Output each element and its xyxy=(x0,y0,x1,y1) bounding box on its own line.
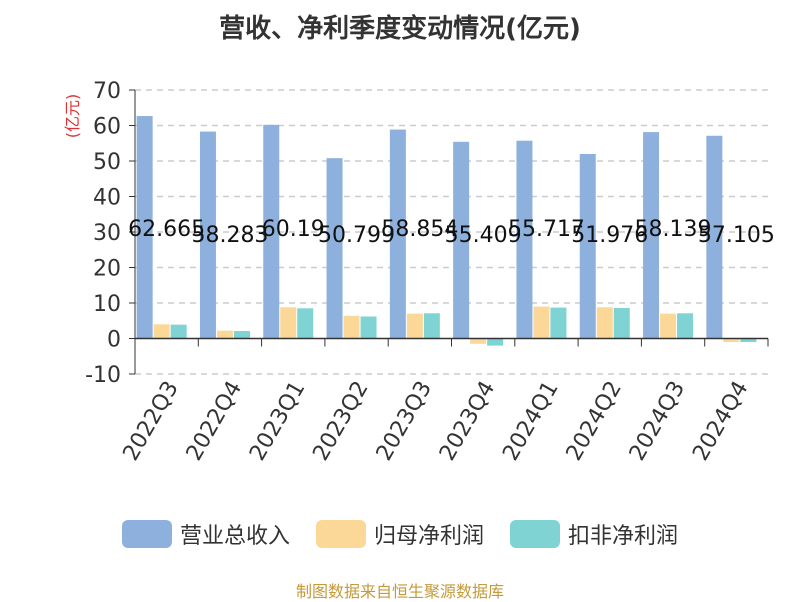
y-tick-label: 50 xyxy=(93,150,121,175)
bar-net-profit-2023Q2[interactable] xyxy=(343,315,360,339)
x-tick-label: 2023Q4 xyxy=(435,377,500,465)
data-label-revenue-2024Q1: 55.717 xyxy=(508,217,585,242)
bar-net-profit-2022Q4[interactable] xyxy=(216,330,233,339)
bar-net-profit-2024Q4[interactable] xyxy=(723,338,740,343)
y-axis-unit-label: (亿元) xyxy=(63,94,82,139)
x-tick-label: 2024Q2 xyxy=(562,377,627,465)
bar-deducted-net-profit-2024Q1[interactable] xyxy=(550,307,567,339)
legend-item-net-profit[interactable]: 归母净利润 xyxy=(315,518,484,550)
bar-deducted-net-profit-2023Q4[interactable] xyxy=(487,338,504,346)
data-label-revenue-2022Q3: 62.665 xyxy=(128,217,205,242)
x-tick-label: 2022Q4 xyxy=(182,377,247,465)
bar-revenue-2022Q4[interactable] xyxy=(199,131,216,339)
bar-revenue-2023Q4[interactable] xyxy=(453,141,470,339)
bar-net-profit-2024Q2[interactable] xyxy=(596,307,613,339)
chart-title: 营收、净利季度变动情况(亿元) xyxy=(219,14,581,44)
bar-net-profit-2024Q1[interactable] xyxy=(533,306,550,339)
x-tick-label: 2023Q2 xyxy=(308,377,373,465)
axis-layer: -10 0 10 20 30 40 50 60 70 (亿元) 2022Q32022Q42023Q1… xyxy=(63,79,769,465)
labels-layer: 62.66558.28360.1950.79958.85455.40955.71… xyxy=(128,217,775,248)
y-tick-label: 20 xyxy=(93,257,121,282)
data-label-revenue-2023Q2: 50.799 xyxy=(318,223,395,248)
x-tick-label: 2023Q3 xyxy=(372,377,437,465)
bar-deducted-net-profit-2024Q2[interactable] xyxy=(613,307,630,339)
y-tick-label: 60 xyxy=(93,115,121,140)
legend-swatch-revenue xyxy=(121,520,172,548)
legend-swatch-deducted-net-profit xyxy=(510,520,560,548)
y-tick-label: -10 xyxy=(85,363,121,388)
bar-deducted-net-profit-2023Q1[interactable] xyxy=(297,308,314,339)
data-label-revenue-2024Q4: 57.105 xyxy=(698,223,775,248)
legend: 营业总收入 归母净利润 扣非净利润 xyxy=(0,518,800,550)
bar-revenue-2024Q3[interactable] xyxy=(643,132,660,339)
data-label-revenue-2024Q3: 58.139 xyxy=(635,217,712,242)
y-tick-label: 0 xyxy=(107,328,121,353)
legend-label-net-profit: 归母净利润 xyxy=(373,524,484,549)
bar-net-profit-2023Q4[interactable] xyxy=(470,338,487,344)
data-label-revenue-2023Q4: 55.409 xyxy=(445,223,522,248)
legend-label-deducted-net-profit: 扣非净利润 xyxy=(568,524,679,549)
x-tick-label: 2024Q1 xyxy=(498,377,563,465)
data-label-revenue-2023Q1: 60.19 xyxy=(262,217,325,242)
y-tick-label: 70 xyxy=(93,79,121,104)
x-tick-label: 2023Q1 xyxy=(245,377,310,465)
legend-item-revenue[interactable]: 营业总收入 xyxy=(121,518,290,550)
data-label-revenue-2022Q4: 58.283 xyxy=(191,223,268,248)
y-tick-label: 10 xyxy=(93,292,121,317)
legend-label-revenue: 营业总收入 xyxy=(179,524,290,549)
y-tick-label: 30 xyxy=(93,221,121,246)
legend-swatch-net-profit xyxy=(315,520,366,548)
bar-deducted-net-profit-2023Q2[interactable] xyxy=(360,316,377,339)
bars-layer xyxy=(136,116,757,346)
source-note: 制图数据来自恒生聚源数据库 xyxy=(295,582,504,601)
bar-revenue-2024Q4[interactable] xyxy=(706,135,723,339)
bar-revenue-2024Q1[interactable] xyxy=(516,140,533,339)
bar-revenue-2024Q2[interactable] xyxy=(579,153,596,339)
bar-deducted-net-profit-2023Q3[interactable] xyxy=(423,313,440,339)
bar-net-profit-2023Q3[interactable] xyxy=(406,313,423,339)
bar-deducted-net-profit-2024Q4[interactable] xyxy=(740,338,757,343)
bar-revenue-2023Q2[interactable] xyxy=(326,158,343,339)
x-tick-label: 2024Q3 xyxy=(625,377,690,465)
bar-net-profit-2022Q3[interactable] xyxy=(153,324,170,339)
data-label-revenue-2023Q3: 58.854 xyxy=(381,217,458,242)
x-tick-label: 2024Q4 xyxy=(688,377,753,465)
bar-revenue-2023Q3[interactable] xyxy=(389,129,406,339)
bar-revenue-2023Q1[interactable] xyxy=(263,124,280,339)
legend-item-deducted-net-profit[interactable]: 扣非净利润 xyxy=(510,518,678,550)
x-tick-label: 2022Q3 xyxy=(119,377,184,465)
bar-net-profit-2023Q1[interactable] xyxy=(280,307,297,339)
bar-deducted-net-profit-2022Q3[interactable] xyxy=(170,324,187,339)
bar-deducted-net-profit-2022Q4[interactable] xyxy=(233,331,250,339)
data-label-revenue-2024Q2: 51.976 xyxy=(571,223,648,248)
bar-deducted-net-profit-2024Q3[interactable] xyxy=(677,313,694,339)
bar-revenue-2022Q3[interactable] xyxy=(136,116,153,339)
y-tick-label: 40 xyxy=(93,186,121,211)
bar-net-profit-2024Q3[interactable] xyxy=(660,313,677,339)
